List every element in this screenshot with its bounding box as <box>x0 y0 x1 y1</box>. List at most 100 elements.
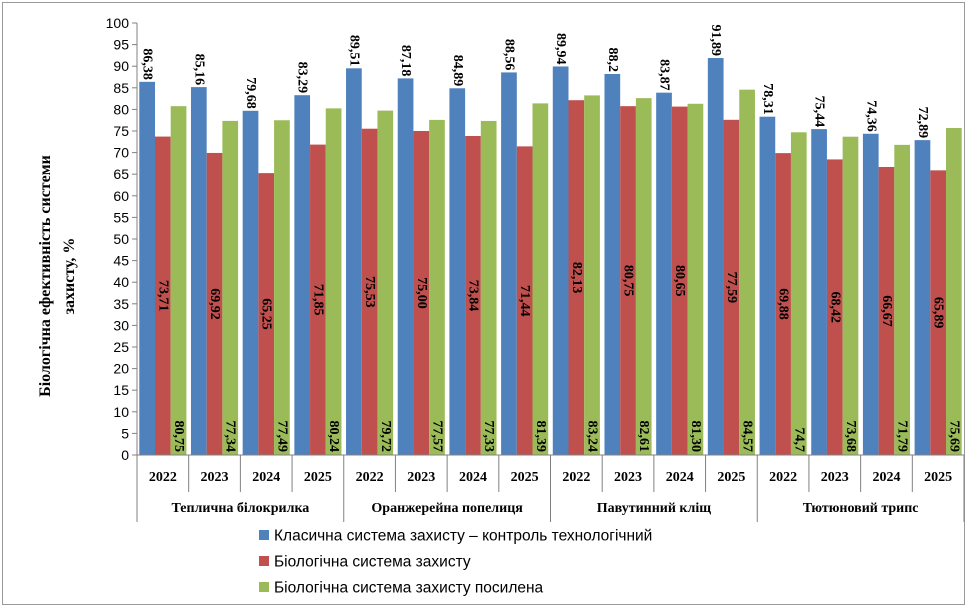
data-label: 83,87 <box>657 59 672 91</box>
bar <box>397 78 414 456</box>
x-tick-label: 2024 <box>872 470 900 485</box>
data-label: 77,59 <box>724 272 739 304</box>
bar <box>449 88 466 455</box>
legend-swatch <box>259 582 269 592</box>
x-group-label: Тютюновий трипс <box>803 501 919 516</box>
data-label: 83,24 <box>585 421 600 453</box>
data-label: 66,67 <box>879 295 894 327</box>
data-label: 87,18 <box>398 45 413 77</box>
data-label: 91,89 <box>708 25 723 57</box>
data-label: 81,39 <box>533 421 548 453</box>
data-label: 74,7 <box>791 428 806 453</box>
x-axis-categories: 2022 2023 2024 2025 2022 2023 2024 2025 2022 2023… <box>136 455 965 522</box>
bar <box>635 98 652 455</box>
bar <box>759 116 776 455</box>
data-label: 78,31 <box>760 83 775 115</box>
bar <box>325 108 342 456</box>
bar <box>361 128 378 456</box>
y-axis-title-line: Біологічна ефективність системи <box>37 155 54 397</box>
data-label: 80,65 <box>672 265 687 297</box>
bar <box>465 136 481 455</box>
data-label: 89,94 <box>553 33 568 65</box>
data-label: 71,44 <box>517 285 532 317</box>
x-tick-label: 2022 <box>356 470 384 485</box>
data-label: 79,68 <box>243 77 258 109</box>
bar <box>842 136 859 455</box>
y-tick-label: 15 <box>113 382 129 398</box>
data-label: 88,2 <box>605 47 620 72</box>
data-label: 75,44 <box>812 96 827 128</box>
bar <box>914 140 931 455</box>
bar <box>775 153 791 455</box>
legend-label: Класична система захисту – контроль техн… <box>274 528 652 545</box>
data-label: 73,68 <box>843 421 858 453</box>
y-tick-label: 75 <box>113 123 129 139</box>
x-tick-label: 2023 <box>407 470 435 485</box>
x-tick-label: 2023 <box>821 470 849 485</box>
bar <box>790 132 807 455</box>
bar <box>687 103 704 455</box>
y-tick-label: 5 <box>121 425 129 441</box>
bar <box>930 170 947 455</box>
bar <box>516 146 533 455</box>
data-label: 71,79 <box>895 421 910 453</box>
bars <box>139 58 962 456</box>
data-label: 84,57 <box>740 421 755 453</box>
data-label: 77,33 <box>481 421 496 453</box>
bar <box>206 152 223 455</box>
bar <box>501 72 517 455</box>
data-label: 89,51 <box>346 35 361 67</box>
y-tick-label: 90 <box>113 58 129 74</box>
bar <box>620 106 636 455</box>
bar <box>310 144 326 455</box>
bar <box>723 119 740 455</box>
y-tick-label: 95 <box>113 37 129 53</box>
bar <box>346 68 362 455</box>
bar <box>139 81 155 455</box>
y-axis-title: Біологічна ефективність системи захисту, … <box>37 155 78 397</box>
bar <box>242 110 259 455</box>
data-label: 80,75 <box>621 265 636 297</box>
x-tick-label: 2024 <box>252 470 280 485</box>
data-label: 69,92 <box>207 288 222 320</box>
x-tick-label: 2023 <box>201 470 229 485</box>
x-group-label: Оранжерейна попелиця <box>371 501 523 516</box>
y-tick-label: 40 <box>113 274 129 290</box>
bar <box>552 66 569 455</box>
data-label: 75,00 <box>414 277 429 309</box>
data-label: 68,42 <box>827 291 842 323</box>
data-label: 74,36 <box>863 100 878 132</box>
data-label: 65,89 <box>931 297 946 329</box>
y-axis-ticks: 0 5 10 15 20 25 30 35 40 45 50 55 60 65 70 75 80 85 90 95 10… <box>106 15 137 463</box>
data-label: 73,84 <box>465 280 480 312</box>
x-group-label: Теплична білокрилка <box>171 501 309 516</box>
bar <box>222 120 239 455</box>
y-tick-label: 35 <box>113 296 129 312</box>
x-tick-label: 2024 <box>459 470 487 485</box>
legend-swatch <box>259 556 269 566</box>
bar <box>429 119 445 456</box>
bar <box>878 166 895 455</box>
x-tick-label: 2025 <box>924 470 952 485</box>
bar <box>707 58 724 456</box>
y-tick-label: 50 <box>113 231 129 247</box>
bar <box>826 159 843 455</box>
data-label: 77,49 <box>274 421 289 453</box>
data-label: 80,24 <box>326 421 341 453</box>
data-label: 84,89 <box>450 55 465 87</box>
data-label: 69,88 <box>776 288 791 320</box>
bar <box>274 120 290 456</box>
x-tick-label: 2023 <box>614 470 642 485</box>
y-tick-label: 0 <box>121 447 129 463</box>
bar <box>413 131 430 455</box>
data-label: 71,85 <box>310 284 325 316</box>
y-tick-label: 10 <box>113 404 129 420</box>
x-tick-label: 2024 <box>666 470 694 485</box>
x-tick-label: 2022 <box>769 470 797 485</box>
y-axis-title-line: захисту, % <box>61 238 78 315</box>
data-label: 86,38 <box>140 48 155 80</box>
y-tick-label: 30 <box>113 317 129 333</box>
bar <box>190 87 207 456</box>
data-label: 77,57 <box>429 421 444 453</box>
data-label: 88,56 <box>501 39 516 71</box>
